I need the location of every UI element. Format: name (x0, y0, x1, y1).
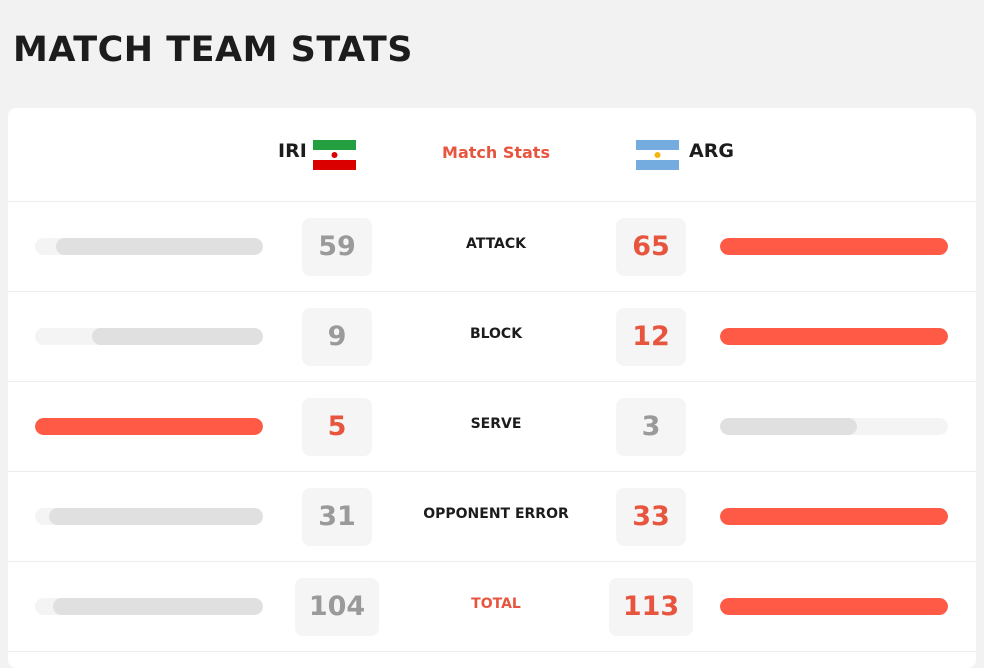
home-team: IRI (278, 140, 307, 162)
home-bar (48, 508, 263, 525)
home-bar-track (35, 418, 263, 435)
home-value: 9 (302, 308, 372, 366)
away-value: 113 (609, 578, 693, 636)
away-flag (636, 140, 679, 170)
stat-row: 9 12 BLOCK (8, 292, 976, 382)
away-value: 12 (616, 308, 686, 366)
page-title: MATCH TEAM STATS (13, 30, 413, 70)
stat-row: 5 3 SERVE (8, 382, 976, 472)
home-bar-track (35, 508, 263, 525)
away-bar-track (720, 328, 948, 345)
home-bar (92, 328, 263, 345)
away-value: 33 (616, 488, 686, 546)
away-bar (720, 508, 948, 525)
stat-label: OPPONENT ERROR (423, 506, 569, 522)
away-bar (720, 328, 948, 345)
home-value: 104 (295, 578, 379, 636)
page: MATCH TEAM STATS IRI Match Stats ARG 59 6… (8, 30, 976, 668)
away-bar (720, 238, 948, 255)
away-team: ARG (689, 140, 734, 162)
home-bar (53, 598, 263, 615)
home-bar-track (35, 328, 263, 345)
header-row: IRI Match Stats ARG (8, 108, 976, 202)
home-value: 31 (302, 488, 372, 546)
home-bar (56, 238, 263, 255)
stats-card: IRI Match Stats ARG 59 65 ATTACK 9 12 BLOCK 5 3… (8, 108, 976, 668)
home-value: 59 (302, 218, 372, 276)
stat-label: BLOCK (469, 326, 523, 342)
away-value: 3 (616, 398, 686, 456)
home-bar-track (35, 598, 263, 615)
away-value: 65 (616, 218, 686, 276)
home-flag (313, 140, 356, 170)
away-bar-track (720, 418, 948, 435)
home-bar-track (35, 238, 263, 255)
stat-label: ATTACK (465, 236, 527, 252)
stat-label: TOTAL (471, 596, 521, 612)
away-bar (720, 418, 857, 435)
stat-label: SERVE (470, 416, 522, 432)
stat-row: 59 65 ATTACK (8, 202, 976, 292)
stat-row: 104 113 TOTAL (8, 562, 976, 652)
away-bar-track (720, 238, 948, 255)
away-bar-track (720, 598, 948, 615)
home-bar (35, 418, 263, 435)
home-value: 5 (302, 398, 372, 456)
center-heading: Match Stats (442, 143, 550, 162)
away-bar (720, 598, 948, 615)
away-bar-track (720, 508, 948, 525)
stat-row: 31 33 OPPONENT ERROR (8, 472, 976, 562)
